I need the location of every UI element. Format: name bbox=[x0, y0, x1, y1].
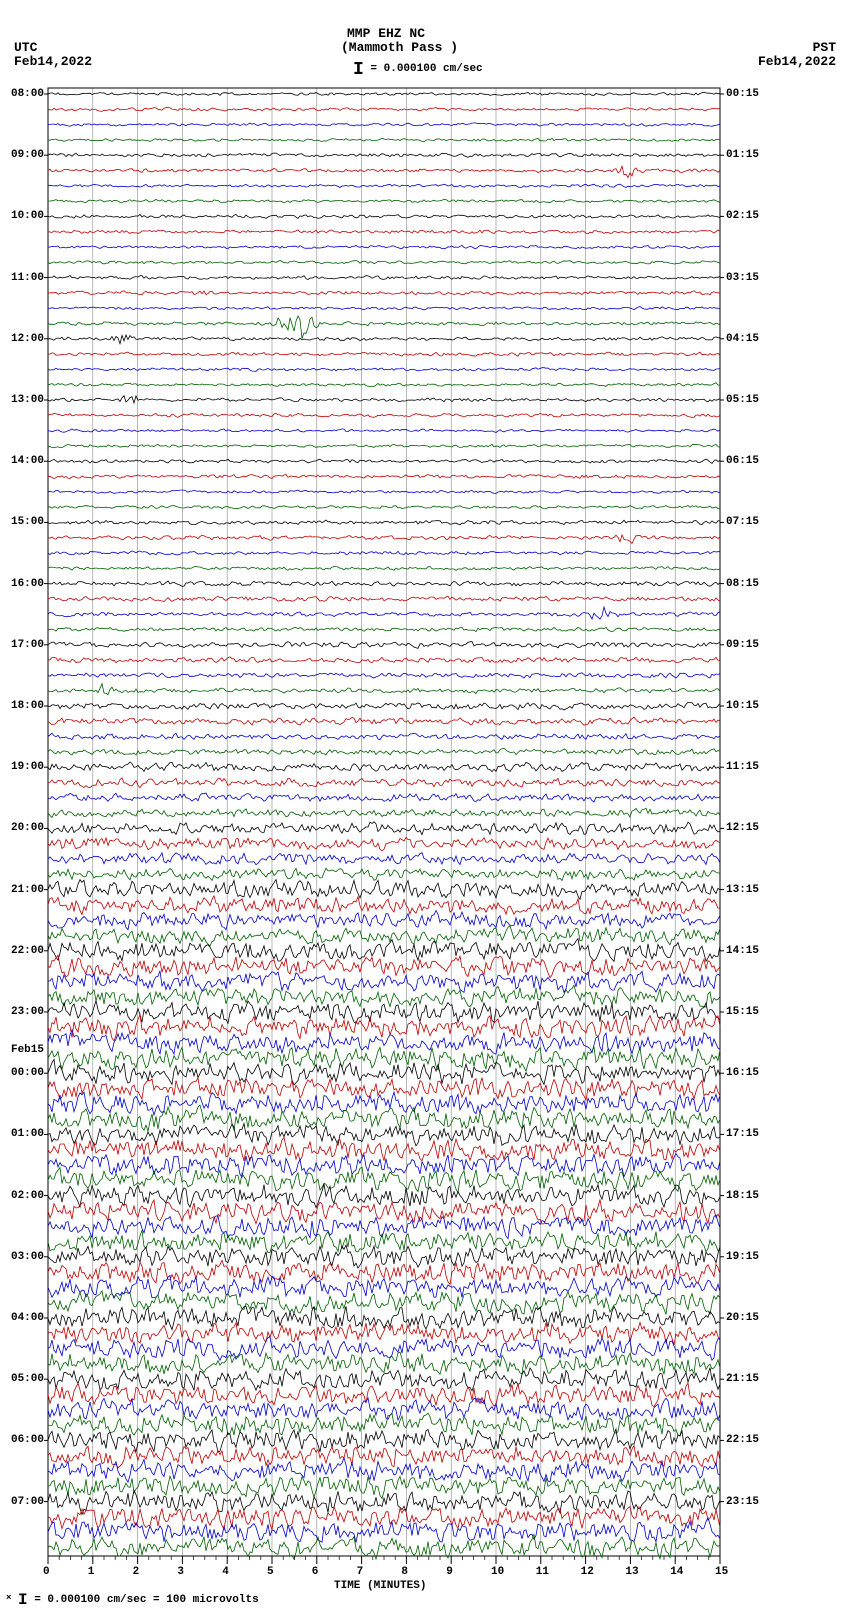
left-tick-label: 12:00 bbox=[11, 333, 44, 345]
x-tick-label: 9 bbox=[446, 1566, 453, 1578]
right-tick-label: 22:15 bbox=[726, 1434, 759, 1446]
right-tick-label: 11:15 bbox=[726, 761, 759, 773]
right-tick-label: 19:15 bbox=[726, 1251, 759, 1263]
left-tick-label: 03:00 bbox=[11, 1251, 44, 1263]
x-tick-label: 12 bbox=[581, 1566, 594, 1578]
left-tick-label: Feb15 bbox=[11, 1044, 44, 1056]
x-tick-label: 7 bbox=[357, 1566, 364, 1578]
left-tick-label: 13:00 bbox=[11, 394, 44, 406]
right-tick-label: 18:15 bbox=[726, 1190, 759, 1202]
left-tick-label: 00:00 bbox=[11, 1067, 44, 1079]
right-tick-label: 03:15 bbox=[726, 272, 759, 284]
left-tz: UTC bbox=[14, 40, 37, 55]
left-tick-label: 16:00 bbox=[11, 578, 44, 590]
left-tick-label: 09:00 bbox=[11, 149, 44, 161]
right-tick-label: 09:15 bbox=[726, 639, 759, 651]
left-tick-label: 22:00 bbox=[11, 945, 44, 957]
scale-bar-text: = 0.000100 cm/sec bbox=[370, 63, 482, 75]
right-tick-label: 06:15 bbox=[726, 455, 759, 467]
right-tick-label: 02:15 bbox=[726, 210, 759, 222]
right-tick-label: 01:15 bbox=[726, 149, 759, 161]
right-tick-label: 23:15 bbox=[726, 1496, 759, 1508]
right-tick-label: 12:15 bbox=[726, 822, 759, 834]
left-tick-label: 17:00 bbox=[11, 639, 44, 651]
left-tick-label: 21:00 bbox=[11, 884, 44, 896]
x-tick-label: 8 bbox=[401, 1566, 408, 1578]
left-tick-label: 06:00 bbox=[11, 1434, 44, 1446]
left-tick-label: 02:00 bbox=[11, 1190, 44, 1202]
station-id: MMP EHZ NC bbox=[347, 26, 425, 41]
right-tick-label: 14:15 bbox=[726, 945, 759, 957]
right-tick-label: 04:15 bbox=[726, 333, 759, 345]
left-tick-label: 05:00 bbox=[11, 1373, 44, 1385]
left-tick-label: 18:00 bbox=[11, 700, 44, 712]
left-tick-label: 08:00 bbox=[11, 88, 44, 100]
x-axis-title: TIME (MINUTES) bbox=[334, 1580, 426, 1592]
right-tick-label: 05:15 bbox=[726, 394, 759, 406]
x-tick-label: 2 bbox=[133, 1566, 140, 1578]
seismogram-page: MMP EHZ NC (Mammoth Pass ) I = 0.000100 … bbox=[0, 0, 850, 1613]
left-tick-label: 14:00 bbox=[11, 455, 44, 467]
x-tick-label: 11 bbox=[536, 1566, 549, 1578]
footer-bar-glyph: I bbox=[18, 1591, 28, 1609]
right-tick-label: 08:15 bbox=[726, 578, 759, 590]
x-tick-label: 4 bbox=[222, 1566, 229, 1578]
x-tick-label: 6 bbox=[312, 1566, 319, 1578]
left-tick-label: 01:00 bbox=[11, 1128, 44, 1140]
left-tick-label: 23:00 bbox=[11, 1006, 44, 1018]
right-tick-label: 20:15 bbox=[726, 1312, 759, 1324]
station-location: (Mammoth Pass ) bbox=[341, 40, 458, 55]
left-tick-label: 11:00 bbox=[11, 272, 44, 284]
x-tick-label: 13 bbox=[625, 1566, 638, 1578]
left-tick-label: 20:00 bbox=[11, 822, 44, 834]
left-date: Feb14,2022 bbox=[14, 54, 92, 69]
right-tick-label: 07:15 bbox=[726, 516, 759, 528]
x-tick-label: 1 bbox=[88, 1566, 95, 1578]
right-tick-label: 00:15 bbox=[726, 88, 759, 100]
x-tick-label: 3 bbox=[177, 1566, 184, 1578]
right-tick-label: 10:15 bbox=[726, 700, 759, 712]
right-tick-label: 13:15 bbox=[726, 884, 759, 896]
seismogram-plot bbox=[48, 88, 720, 1596]
right-tick-label: 17:15 bbox=[726, 1128, 759, 1140]
right-tick-label: 16:15 bbox=[726, 1067, 759, 1079]
scale-bar: I = 0.000100 cm/sec bbox=[353, 60, 483, 80]
x-tick-label: 0 bbox=[43, 1566, 50, 1578]
left-tick-label: 19:00 bbox=[11, 761, 44, 773]
x-tick-label: 14 bbox=[670, 1566, 683, 1578]
x-tick-label: 10 bbox=[491, 1566, 504, 1578]
left-tick-label: 04:00 bbox=[11, 1312, 44, 1324]
left-tick-label: 15:00 bbox=[11, 516, 44, 528]
x-tick-label: 15 bbox=[715, 1566, 728, 1578]
left-tick-label: 07:00 bbox=[11, 1496, 44, 1508]
right-tick-label: 21:15 bbox=[726, 1373, 759, 1385]
right-tz: PST bbox=[813, 40, 836, 55]
scale-bar-glyph: I bbox=[353, 60, 364, 80]
footer-text: = 0.000100 cm/sec = 100 microvolts bbox=[34, 1594, 258, 1606]
right-date: Feb14,2022 bbox=[758, 54, 836, 69]
left-tick-label: 10:00 bbox=[11, 210, 44, 222]
footer-scale: × I = 0.000100 cm/sec = 100 microvolts bbox=[6, 1591, 259, 1609]
x-tick-label: 5 bbox=[267, 1566, 274, 1578]
right-tick-label: 15:15 bbox=[726, 1006, 759, 1018]
